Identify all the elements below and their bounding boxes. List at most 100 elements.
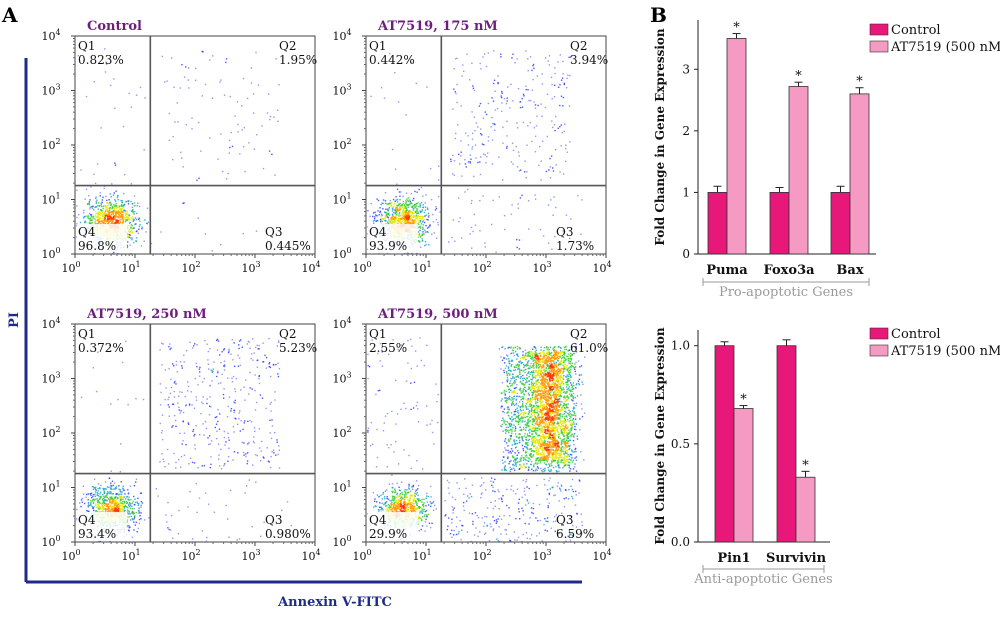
flow-event-point bbox=[238, 538, 241, 540]
flow-event-point bbox=[406, 508, 408, 511]
flow-event-point bbox=[457, 124, 459, 126]
flow-event-point bbox=[128, 215, 130, 217]
flow-event-point bbox=[540, 389, 543, 391]
flow-event-point bbox=[554, 235, 556, 238]
flow-event-point bbox=[412, 509, 415, 512]
flow-event-point bbox=[394, 491, 397, 493]
flow-event-point bbox=[551, 460, 553, 462]
flow-event-point bbox=[120, 496, 122, 498]
flow-event-point bbox=[528, 228, 530, 230]
flow-event-point bbox=[117, 212, 119, 214]
flow-event-point bbox=[110, 491, 112, 493]
flow-event-point bbox=[514, 429, 516, 431]
flow-event-point bbox=[399, 212, 401, 214]
flow-event-point bbox=[110, 486, 112, 488]
flow-event-point bbox=[228, 396, 231, 398]
flow-event-point bbox=[112, 216, 114, 218]
flow-event-point bbox=[210, 406, 212, 408]
flow-event-point bbox=[533, 101, 535, 103]
flow-event-point bbox=[454, 91, 456, 93]
flow-event-point bbox=[131, 224, 133, 227]
flow-event-point bbox=[210, 369, 212, 371]
flow-event-point bbox=[522, 93, 525, 96]
flow-event-point bbox=[290, 524, 292, 527]
flow-event-point bbox=[407, 509, 409, 512]
flow-event-point bbox=[491, 223, 493, 226]
flow-event-point bbox=[536, 420, 538, 422]
flow-event-point bbox=[464, 163, 467, 165]
flow-event-point bbox=[393, 509, 395, 511]
flow-event-point bbox=[179, 412, 181, 414]
flow-event-point bbox=[242, 428, 244, 431]
flow-event-point bbox=[251, 421, 253, 423]
flow-event-point bbox=[197, 384, 199, 386]
flow-event-point bbox=[511, 142, 514, 144]
flow-event-point bbox=[132, 513, 134, 515]
flow-event-point bbox=[575, 450, 577, 453]
flow-event-point bbox=[403, 222, 405, 224]
flow-event-point bbox=[262, 342, 264, 344]
flow-event-point bbox=[376, 198, 378, 200]
flow-event-point bbox=[214, 416, 216, 419]
flow-event-point bbox=[374, 216, 376, 218]
flow-event-point bbox=[255, 230, 258, 232]
flow-event-point bbox=[199, 434, 201, 436]
flow-event-point bbox=[110, 496, 113, 498]
flow-event-point bbox=[404, 502, 406, 504]
flow-event-point bbox=[122, 487, 124, 489]
flow-event-point bbox=[168, 415, 170, 417]
flow-event-point bbox=[116, 216, 118, 218]
quadrant-q2-name: Q2 bbox=[570, 39, 587, 53]
flow-event-point bbox=[276, 345, 278, 347]
flow-event-point bbox=[416, 210, 418, 212]
flow-event-point bbox=[107, 202, 109, 205]
flow-event-point bbox=[543, 384, 545, 386]
flow-event-point bbox=[192, 428, 195, 431]
flow-event-point bbox=[196, 365, 198, 368]
flow-event-point bbox=[130, 499, 132, 501]
flow-event-point bbox=[269, 366, 272, 369]
flow-event-point bbox=[405, 496, 408, 498]
flow-event-point bbox=[137, 232, 139, 234]
flow-event-point bbox=[216, 339, 218, 342]
flow-event-point bbox=[486, 155, 488, 158]
flow-event-point bbox=[385, 505, 388, 507]
flow-event-point bbox=[374, 498, 376, 500]
flow-plot-control: ControlQ10.823%Q21.95%Q30.445%Q496.8%100… bbox=[41, 19, 320, 275]
flow-event-point bbox=[459, 163, 461, 165]
flow-event-point bbox=[406, 219, 408, 222]
flow-event-point bbox=[553, 373, 556, 375]
flow-event-point bbox=[105, 63, 108, 65]
flow-event-point bbox=[382, 199, 385, 201]
flow-event-point bbox=[477, 161, 479, 164]
flow-event-point bbox=[387, 509, 389, 512]
flow-event-point bbox=[201, 381, 204, 383]
flow-event-point bbox=[387, 503, 389, 506]
flow-event-point bbox=[108, 202, 110, 204]
flow-event-point bbox=[135, 478, 138, 480]
flow-event-point bbox=[206, 343, 208, 345]
flow-event-point bbox=[107, 214, 110, 216]
flow-event-point bbox=[393, 218, 395, 221]
flow-event-point bbox=[212, 370, 214, 373]
flow-event-point bbox=[95, 219, 97, 222]
flow-event-point bbox=[167, 527, 169, 529]
flow-event-point bbox=[452, 108, 454, 110]
flow-event-point bbox=[471, 148, 473, 150]
flow-event-point bbox=[217, 382, 220, 385]
flow-event-point bbox=[427, 504, 430, 506]
flow-event-point bbox=[144, 219, 146, 221]
flow-event-point bbox=[427, 513, 429, 516]
flow-event-point bbox=[420, 517, 422, 519]
flow-event-point bbox=[232, 359, 234, 361]
flow-event-point bbox=[406, 221, 408, 223]
flow-event-point bbox=[437, 221, 439, 224]
flow-event-point bbox=[501, 92, 503, 94]
flow-event-point bbox=[109, 502, 111, 504]
flow-event-point bbox=[381, 220, 383, 223]
flow-event-point bbox=[95, 489, 97, 491]
flow-event-point bbox=[139, 220, 141, 222]
flow-event-point bbox=[115, 496, 117, 498]
flow-event-point bbox=[114, 506, 116, 508]
flow-event-point bbox=[400, 208, 402, 210]
